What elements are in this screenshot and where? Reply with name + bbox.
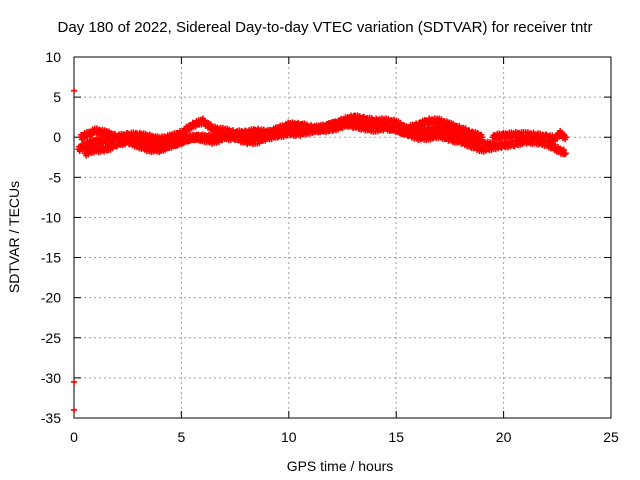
data-point [71, 87, 77, 94]
x-tick-label: 25 [603, 429, 619, 445]
x-axis-ticks: 0 5 10 15 20 25 [70, 57, 619, 445]
y-tick-label: -5 [49, 169, 62, 185]
x-tick-label: 5 [178, 429, 186, 445]
data-point [71, 378, 77, 385]
y-tick-label: 10 [45, 49, 61, 65]
y-tick-label: -10 [41, 209, 61, 225]
chart-title: Day 180 of 2022, Sidereal Day-to-day VTE… [58, 19, 593, 36]
data-points [71, 87, 569, 413]
plot-frame [73, 56, 612, 419]
x-tick-label: 20 [496, 429, 512, 445]
data-point [71, 406, 77, 413]
y-tick-label: 0 [53, 129, 61, 145]
x-axis-label: GPS time / hours [287, 458, 394, 474]
y-tick-label: -35 [41, 410, 61, 426]
x-tick-label: 0 [70, 429, 78, 445]
data-point [554, 135, 561, 142]
y-tick-label: -20 [41, 290, 61, 306]
data-point [562, 134, 569, 141]
grid [74, 57, 611, 418]
y-axis-label: SDTVAR / TECUs [6, 181, 22, 293]
x-tick-label: 10 [281, 429, 297, 445]
y-tick-label: -25 [41, 330, 61, 346]
y-tick-label: -30 [41, 370, 61, 386]
x-tick-label: 15 [388, 429, 404, 445]
y-tick-label: -15 [41, 250, 61, 266]
y-tick-label: 5 [53, 89, 61, 105]
y-axis-ticks: 10 5 0 -5 -10 -15 -20 -25 -30 -35 [41, 49, 611, 426]
data-point [562, 150, 569, 157]
